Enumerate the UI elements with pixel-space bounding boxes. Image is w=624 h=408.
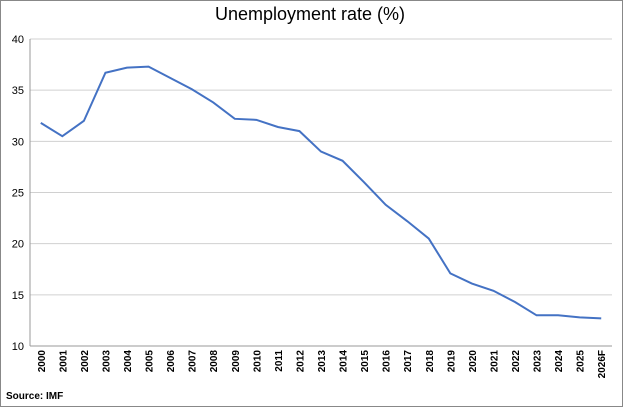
y-tick-label: 25 [12,188,24,200]
y-tick-label: 30 [12,136,24,148]
x-tick-label: 2000 [37,350,48,373]
x-tick-label: 2018 [425,350,436,373]
x-tick-label: 2021 [489,350,500,373]
source-note: Source: IMF [6,391,63,402]
x-tick-label: 2012 [295,350,306,373]
x-tick-label: 2020 [468,350,479,373]
x-tick-label: 2024 [554,350,565,373]
x-tick-label: 2022 [511,350,522,373]
data-line [40,65,602,320]
y-tick-label: 10 [12,341,24,353]
x-tick-label: 2019 [446,350,457,373]
x-tick-label: 2014 [339,350,350,373]
x-tick-label: 2025 [576,350,587,373]
x-tick-label: 2008 [209,350,220,373]
x-tick-label: 2015 [360,350,371,373]
x-tick-label: 2010 [252,350,263,373]
x-tick-label: 2007 [188,350,199,373]
y-tick-label: 35 [12,85,24,97]
x-tick-label: 2023 [533,350,544,373]
x-tick-label: 2026F [597,350,608,378]
x-tick-label: 2002 [80,350,91,373]
x-tick-label: 2013 [317,350,328,373]
y-tick-label: 15 [12,290,24,302]
chart-title: Unemployment rate (%) [215,4,405,24]
x-tick-label: 2005 [145,350,156,373]
x-tick-label: 2017 [403,350,414,373]
y-tick-label: 20 [12,239,24,251]
x-tick-label: 2011 [274,350,285,372]
y-tick-label: 40 [12,34,24,46]
x-tick-label: 2003 [101,350,112,373]
x-tick-label: 2001 [58,350,69,373]
x-tick-label: 2006 [166,350,177,373]
x-tick-label: 2004 [123,350,134,373]
x-tick-label: 2016 [382,350,393,373]
x-tick-label: 2009 [231,350,242,373]
